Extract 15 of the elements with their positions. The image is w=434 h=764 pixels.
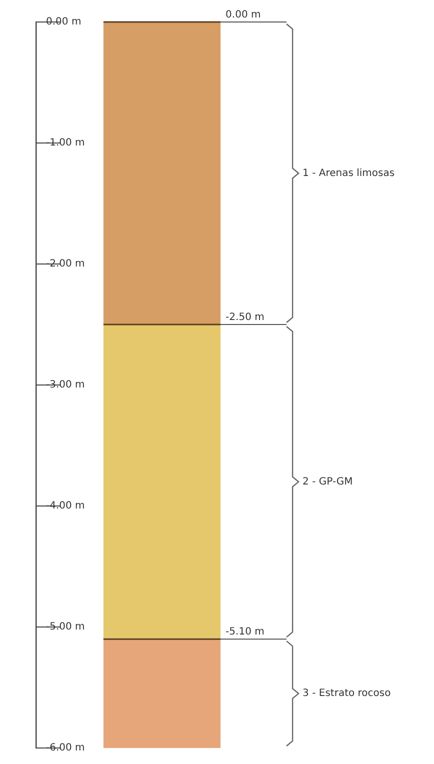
y-tick-label: -2.00 m	[46, 258, 85, 270]
text: 2 - GP-GM	[302, 476, 353, 488]
bar	[103, 22, 221, 324]
y-tick-label: -5.00 m	[46, 622, 85, 633]
y-tick-label: -4.00 m	[46, 500, 85, 512]
bar	[103, 639, 221, 748]
y-tick-label: -3.00 m	[46, 380, 85, 391]
y-tick-label: -6.00 m	[46, 742, 85, 754]
y-tick-label: -1.00 m	[46, 138, 85, 149]
text: 3 - Estrato rocoso	[302, 688, 391, 700]
text: -5.10 m	[226, 626, 264, 638]
text: -2.50 m	[226, 312, 264, 324]
bar	[103, 324, 221, 640]
text: 1 - Arenas limosas	[302, 168, 395, 179]
text: 0.00 m	[226, 10, 261, 21]
